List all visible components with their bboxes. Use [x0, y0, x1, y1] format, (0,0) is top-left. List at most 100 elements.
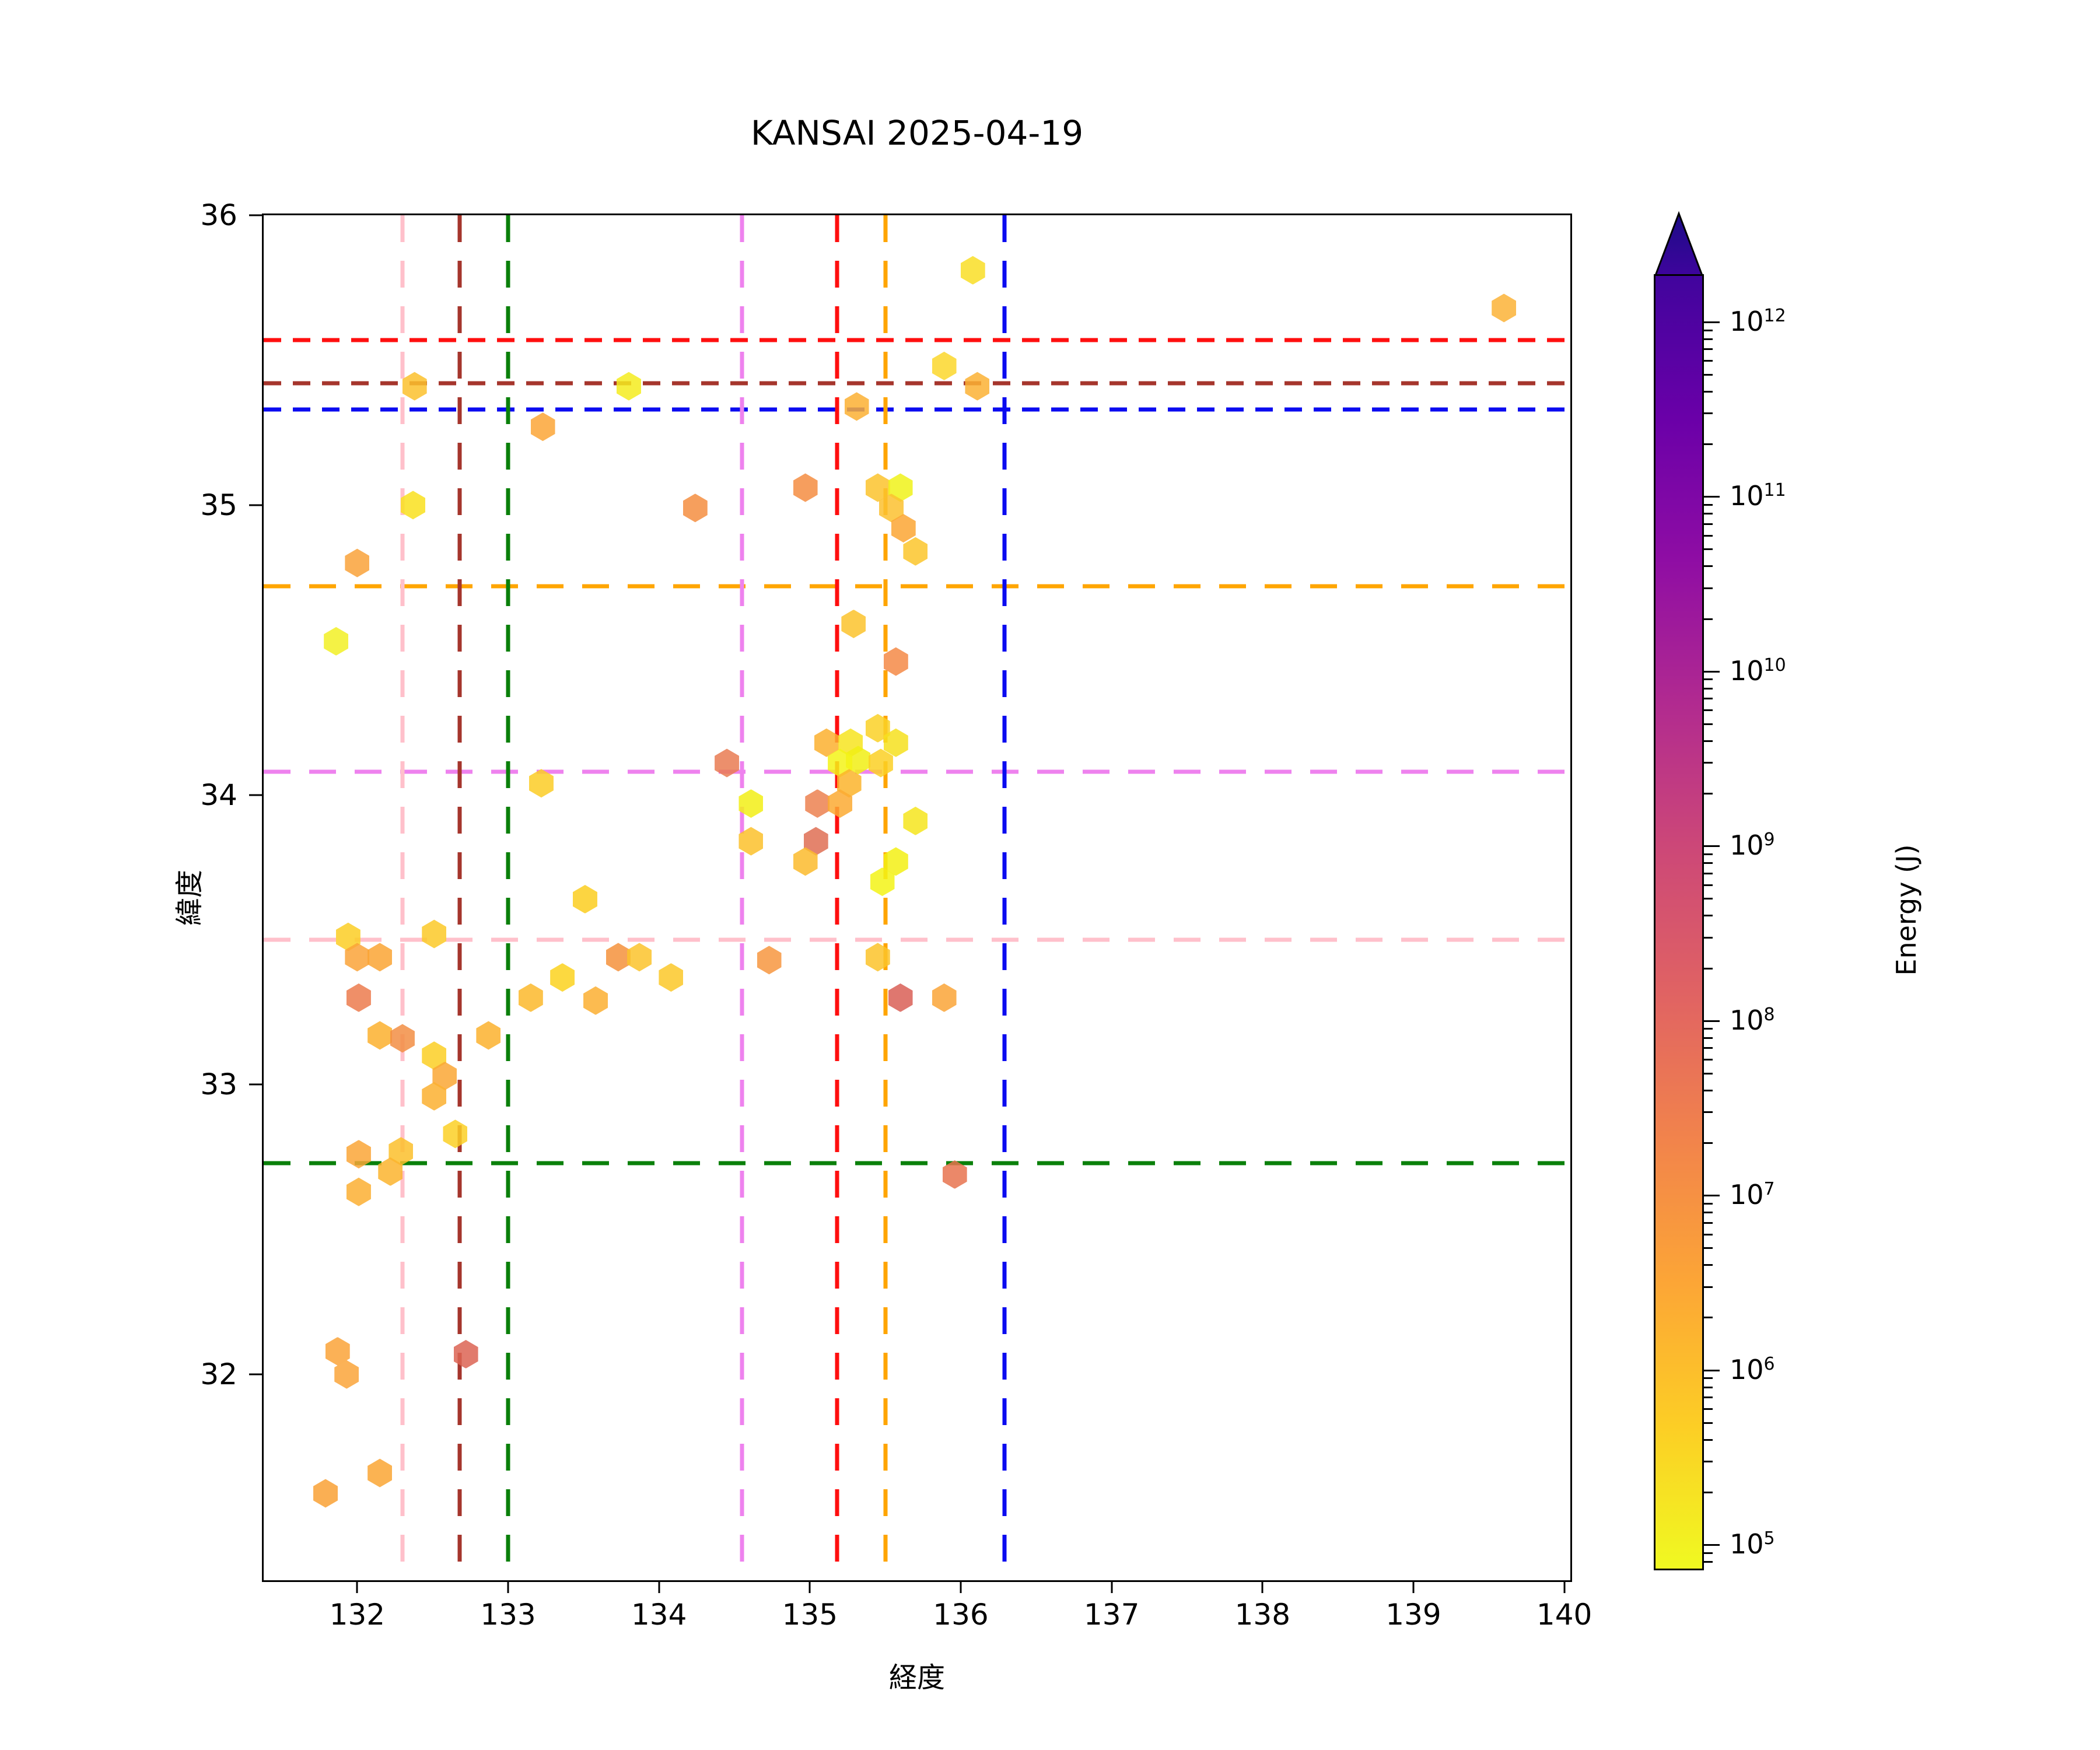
plot-area: 132 133 134 135 136 137 138 139 140 32 33 34 35 36 [200, 198, 1592, 1632]
y-tick-label: 34 [200, 778, 237, 812]
colorbar-minor-tick [1704, 504, 1713, 506]
y-tick-mark [249, 1373, 264, 1376]
colorbar-minor-tick [1704, 360, 1713, 362]
colorbar-minor-tick [1704, 740, 1713, 742]
y-tick-mark [249, 794, 264, 796]
colorbar-minor-tick [1704, 548, 1713, 551]
vline-green [506, 215, 510, 1580]
colorbar-major-tick [1704, 1369, 1720, 1371]
x-axis-ticks: 132 133 134 135 136 137 138 139 140 [264, 215, 1592, 1632]
x-tick-label: 140 [1536, 1598, 1592, 1632]
colorbar-major-tick [1704, 670, 1720, 673]
colorbar-minor-tick [1704, 884, 1713, 886]
colorbar-axis-label: Energy (J) [1891, 844, 1922, 976]
data-point-hexagon [903, 537, 928, 566]
x-tick-label: 133 [480, 1598, 536, 1632]
y-tick-mark [249, 214, 264, 216]
vline-red [835, 215, 839, 1580]
vline-orange [883, 215, 888, 1580]
colorbar-tick-label: 1012 [1730, 305, 1786, 338]
x-tick-mark [1563, 1580, 1566, 1593]
hline-violet [264, 769, 1570, 774]
hline-pink [264, 937, 1570, 942]
colorbar-minor-tick [1704, 1142, 1713, 1144]
x-tick-mark [507, 1580, 509, 1593]
x-tick-label: 135 [782, 1598, 838, 1632]
x-tick-label: 136 [933, 1598, 989, 1632]
colorbar-minor-tick [1704, 1377, 1713, 1380]
colorbar-minor-tick [1704, 1491, 1713, 1493]
colorbar-minor-tick [1704, 534, 1713, 537]
colorbar-minor-tick [1704, 391, 1713, 393]
colorbar-minor-tick [1704, 1317, 1713, 1319]
colorbar-minor-tick [1704, 872, 1713, 874]
colorbar-minor-tick [1704, 723, 1713, 725]
y-axis-label: 緯度 [173, 869, 206, 926]
vline-darkred [457, 215, 462, 1580]
colorbar-minor-tick [1704, 709, 1713, 712]
x-tick-mark [1412, 1580, 1415, 1593]
colorbar-minor-tick [1704, 793, 1713, 795]
colorbar-minor-tick [1704, 936, 1713, 939]
colorbar-minor-tick [1704, 1202, 1713, 1205]
colorbar-minor-tick [1704, 618, 1713, 620]
vline-pink [400, 215, 405, 1580]
colorbar-tick-label: 106 [1730, 1353, 1775, 1385]
colorbar-minor-tick [1704, 862, 1713, 864]
data-point-hexagon [402, 372, 427, 401]
y-tick-mark [249, 1083, 264, 1086]
colorbar-minor-tick [1704, 348, 1713, 351]
x-tick-label: 137 [1083, 1598, 1140, 1632]
colorbar-major-tick [1704, 1020, 1720, 1022]
colorbar-minor-tick [1704, 853, 1713, 855]
colorbar-major-tick [1704, 321, 1720, 323]
vline-violet [740, 215, 744, 1580]
y-axis-ticks: 32 33 34 35 36 [200, 198, 1570, 1580]
colorbar-tick-label: 1010 [1730, 654, 1786, 687]
y-tick-label: 32 [200, 1357, 237, 1392]
y-tick-label: 35 [200, 488, 237, 522]
data-point-hexagon [313, 1479, 338, 1508]
colorbar-minor-tick [1704, 898, 1713, 900]
hline-darkred [264, 381, 1570, 386]
colorbar-minor-tick [1704, 687, 1713, 690]
colorbar-minor-tick [1704, 1059, 1713, 1061]
colorbar-tick-label: 105 [1730, 1528, 1775, 1560]
colorbar-minor-tick [1704, 1222, 1713, 1224]
colorbar-minor-tick [1704, 698, 1713, 700]
colorbar-minor-tick [1704, 329, 1713, 331]
colorbar-minor-tick [1704, 1422, 1713, 1424]
x-tick-mark [1111, 1580, 1113, 1593]
colorbar-tick-label: 1011 [1730, 480, 1786, 512]
colorbar-major-tick [1704, 1544, 1720, 1546]
data-point-hexagon [334, 1360, 359, 1389]
data-point-hexagon [891, 514, 916, 543]
data-point-hexagon [453, 1339, 478, 1368]
data-point-hexagon [345, 548, 370, 578]
data-point-hexagon [368, 1458, 393, 1488]
colorbar-minor-tick [1704, 587, 1713, 589]
colorbar-minor-tick [1704, 1037, 1713, 1039]
colorbar-minor-tick [1704, 915, 1713, 917]
data-point-hexagon [401, 491, 426, 520]
vline-blue [1002, 215, 1007, 1580]
x-tick-mark [658, 1580, 660, 1593]
colorbar-minor-tick [1704, 1386, 1713, 1388]
colorbar-minor-tick [1704, 374, 1713, 376]
x-tick-mark [960, 1580, 962, 1593]
x-axis-label: 経度 [888, 1661, 945, 1694]
colorbar-minor-tick [1704, 1047, 1713, 1049]
colorbar-minor-tick [1704, 1396, 1713, 1398]
colorbar-major-tick [1704, 845, 1720, 848]
data-point-hexagon [530, 412, 555, 442]
colorbar-minor-tick [1704, 523, 1713, 525]
data-point-hexagon [616, 372, 641, 401]
colorbar-tick-label: 107 [1730, 1178, 1775, 1211]
colorbar-minor-tick [1704, 1408, 1713, 1410]
x-tick-mark [808, 1580, 811, 1593]
hline-green [264, 1161, 1570, 1166]
colorbar-minor-tick [1704, 1286, 1713, 1288]
x-tick-mark [356, 1580, 358, 1593]
data-point-hexagon [844, 392, 869, 421]
